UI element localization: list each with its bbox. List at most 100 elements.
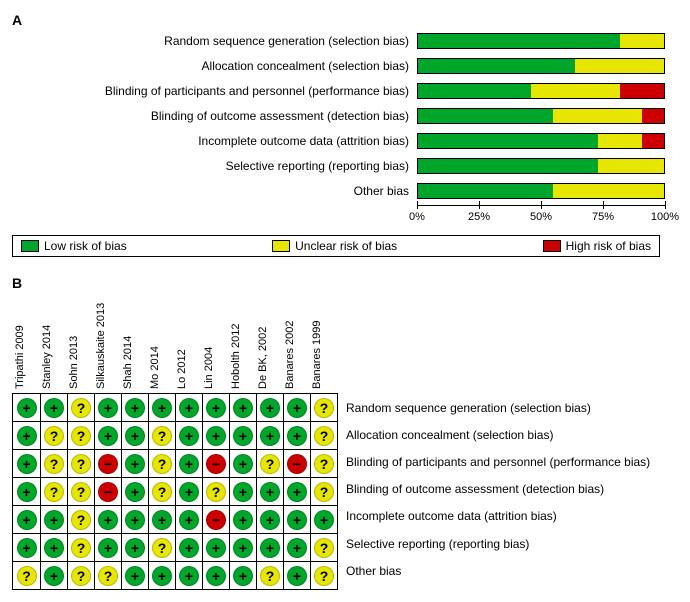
bar-track (417, 158, 665, 174)
grid-cell: + (175, 562, 202, 589)
risk-dot: + (17, 510, 37, 530)
bar-track (417, 133, 665, 149)
grid-cell: − (202, 450, 229, 477)
grid-cell: + (256, 394, 283, 421)
legend: Low risk of biasUnclear risk of biasHigh… (12, 235, 660, 257)
risk-dot: ? (44, 454, 64, 474)
grid-row: ++?++++++++? (13, 394, 337, 421)
domain-label: Blinding of outcome assessment (detectio… (338, 476, 650, 503)
grid-cell: + (256, 506, 283, 533)
grid-cell: ? (256, 562, 283, 589)
risk-dot: + (17, 454, 37, 474)
grid-cell: − (283, 450, 310, 477)
risk-dot: ? (152, 482, 172, 502)
study-header-label: Silkauskaite 2013 (95, 303, 107, 389)
grid-row: ++?++?+++++? (13, 533, 337, 561)
legend-swatch (543, 240, 561, 252)
grid-cell: ? (67, 394, 94, 421)
axis-row: 0%25%50%75%100% (12, 205, 678, 231)
risk-dot: + (260, 398, 280, 418)
grid-cell: ? (310, 534, 337, 561)
risk-dot: ? (314, 482, 334, 502)
risk-dot: + (287, 426, 307, 446)
risk-dot: ? (314, 538, 334, 558)
grid-row: +??−+?+−+?−? (13, 449, 337, 477)
risk-dot: ? (152, 454, 172, 474)
bar-row: Other bias (12, 180, 678, 202)
study-header: Banares 1999 (309, 293, 336, 393)
domain-labels: Random sequence generation (selection bi… (338, 393, 650, 584)
risk-dot: ? (152, 538, 172, 558)
domain-label: Blinding of participants and personnel (… (338, 448, 650, 475)
grid-cell: + (202, 422, 229, 449)
grid-cell: + (94, 506, 121, 533)
bar-track (417, 83, 665, 99)
grid-cell: + (148, 562, 175, 589)
risk-dot: − (206, 510, 226, 530)
risk-dot: + (44, 538, 64, 558)
bar-chart: Random sequence generation (selection bi… (12, 30, 678, 202)
grid-cell: + (229, 478, 256, 505)
grid-row: ++?++++−++++ (13, 505, 337, 533)
risk-dot: + (179, 510, 199, 530)
grid-cell: ? (148, 422, 175, 449)
seg-unclear (620, 34, 664, 48)
grid-cell: + (13, 394, 40, 421)
risk-dot: + (179, 426, 199, 446)
grid-cell: ? (67, 478, 94, 505)
seg-low (418, 84, 531, 98)
seg-unclear (598, 159, 664, 173)
risk-dot: + (206, 538, 226, 558)
bar-row: Selective reporting (reporting bias) (12, 155, 678, 177)
risk-dot: + (17, 538, 37, 558)
grid-cell: ? (67, 534, 94, 561)
study-header: Mo 2014 (147, 293, 174, 393)
risk-dot: − (287, 454, 307, 474)
risk-dot: + (206, 426, 226, 446)
seg-unclear (598, 134, 642, 148)
risk-dot: + (233, 510, 253, 530)
panel-b-label: B (12, 275, 678, 291)
grid-cell: + (175, 506, 202, 533)
x-axis: 0%25%50%75%100% (417, 205, 667, 231)
grid-cell: + (148, 506, 175, 533)
grid-cell: + (229, 394, 256, 421)
risk-dot: + (17, 482, 37, 502)
grid-cell: ? (67, 562, 94, 589)
grid-cell: + (121, 506, 148, 533)
risk-dot: ? (44, 482, 64, 502)
grid-cell: + (283, 506, 310, 533)
tick-label: 100% (651, 211, 679, 223)
risk-dot: ? (44, 426, 64, 446)
grid-cell: + (94, 534, 121, 561)
study-header-label: Mo 2014 (149, 346, 161, 389)
risk-dot: ? (71, 482, 91, 502)
bar-label: Blinding of participants and personnel (… (12, 84, 417, 98)
domain-label: Allocation concealment (selection bias) (338, 421, 650, 448)
bar-row: Blinding of outcome assessment (detectio… (12, 105, 678, 127)
study-header: Tripathi 2009 (12, 293, 39, 393)
grid-cell: ? (67, 450, 94, 477)
grid-cell: + (121, 562, 148, 589)
grid-cell: + (94, 394, 121, 421)
risk-dot: + (17, 398, 37, 418)
risk-dot: + (260, 538, 280, 558)
grid-cell: ? (148, 534, 175, 561)
legend-label: Low risk of bias (44, 239, 127, 253)
study-header-label: Hobolth 2012 (230, 324, 242, 389)
grid-cell: + (175, 450, 202, 477)
risk-dot: − (98, 454, 118, 474)
grid-cell: ? (40, 478, 67, 505)
grid-cell: ? (202, 478, 229, 505)
study-header-label: Sohn 2013 (68, 336, 80, 389)
risk-dot: ? (71, 426, 91, 446)
risk-dot: + (125, 482, 145, 502)
risk-dot: + (125, 510, 145, 530)
study-header-label: Lin 2004 (203, 347, 215, 389)
domain-label: Random sequence generation (selection bi… (338, 394, 650, 421)
grid-cell: + (13, 450, 40, 477)
grid-cell: + (121, 422, 148, 449)
seg-low (418, 34, 620, 48)
grid-cell: ? (94, 562, 121, 589)
legend-label: Unclear risk of bias (295, 239, 397, 253)
